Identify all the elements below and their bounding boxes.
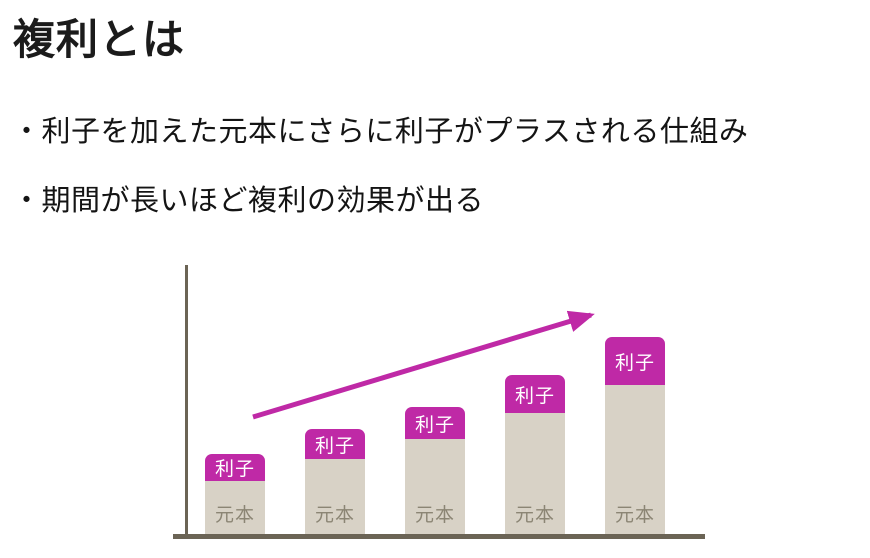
stacked-bar: 利子 元本: [605, 337, 665, 534]
y-axis: [185, 265, 188, 535]
interest-segment: 利子: [505, 375, 565, 413]
bullet-point: ・利子を加えた元本にさらに利子がプラスされる仕組み: [12, 116, 749, 148]
x-axis: [173, 534, 705, 539]
stacked-bar: 利子 元本: [205, 454, 265, 534]
principal-segment: 元本: [505, 413, 565, 534]
principal-segment: 元本: [605, 385, 665, 534]
interest-segment: 利子: [405, 407, 465, 439]
bullet-point: ・期間が長いほど複利の効果が出る: [12, 185, 485, 217]
principal-segment: 元本: [405, 439, 465, 534]
principal-segment: 元本: [305, 459, 365, 534]
stacked-bar: 利子 元本: [305, 429, 365, 534]
compound-interest-chart: 利子 元本 利子 元本 利子 元本 利子 元本 利子 元本: [173, 265, 713, 539]
principal-segment: 元本: [205, 481, 265, 534]
interest-segment: 利子: [605, 337, 665, 385]
page-title: 複利とは: [13, 16, 186, 63]
interest-segment: 利子: [205, 454, 265, 481]
stacked-bar: 利子 元本: [405, 407, 465, 534]
bar-group: 利子 元本 利子 元本 利子 元本 利子 元本 利子 元本: [205, 337, 665, 534]
stacked-bar: 利子 元本: [505, 375, 565, 534]
interest-segment: 利子: [305, 429, 365, 459]
